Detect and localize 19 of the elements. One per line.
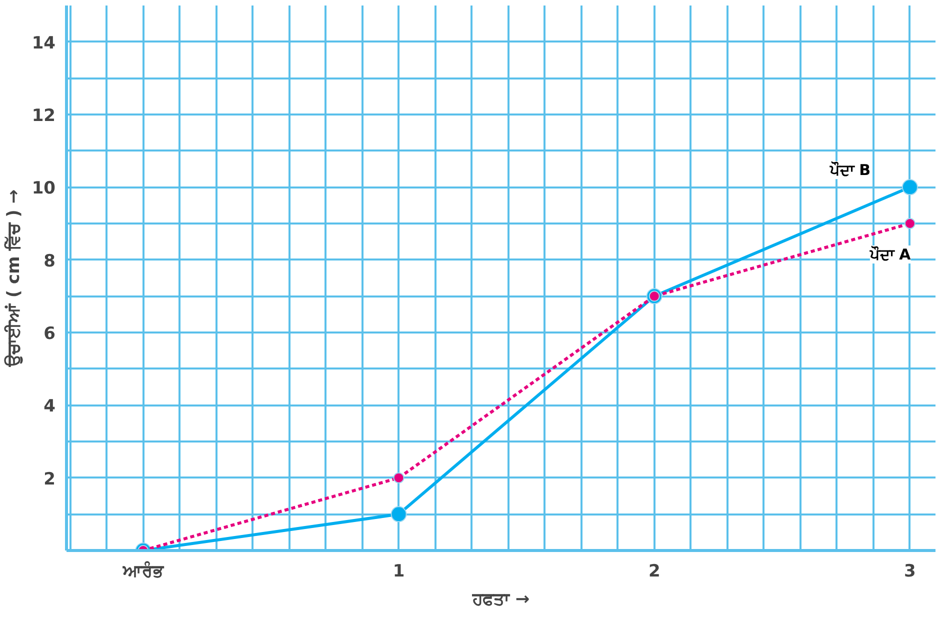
y-tick-label: 8 bbox=[44, 251, 56, 272]
x-tick-label: ਆਰੰਭ bbox=[122, 560, 166, 582]
y-tick-label: 6 bbox=[44, 324, 56, 344]
y-tick-label: 2 bbox=[44, 469, 56, 490]
point bbox=[904, 218, 916, 229]
x-tick-label: 2 bbox=[648, 562, 660, 582]
y-tick-label: 4 bbox=[44, 396, 56, 417]
point bbox=[902, 179, 918, 196]
point bbox=[390, 506, 407, 522]
point bbox=[393, 472, 404, 484]
x-tick-label: 3 bbox=[904, 562, 916, 582]
x-axis-title: ਹਫਤਾ → bbox=[471, 590, 530, 610]
y-axis-title: ਉਚਾਈਆਂ ( cm ਵਿੱਚ ) → bbox=[4, 189, 24, 368]
y-tick-label: 10 bbox=[32, 178, 56, 199]
x-tick-label: 1 bbox=[392, 562, 405, 582]
series-label: ਪੌਦਾ A bbox=[868, 246, 912, 264]
series-label: ਪੌਦਾ B bbox=[828, 161, 871, 180]
y-tick-label: 12 bbox=[32, 106, 56, 126]
y-tick-label: 14 bbox=[32, 33, 56, 54]
